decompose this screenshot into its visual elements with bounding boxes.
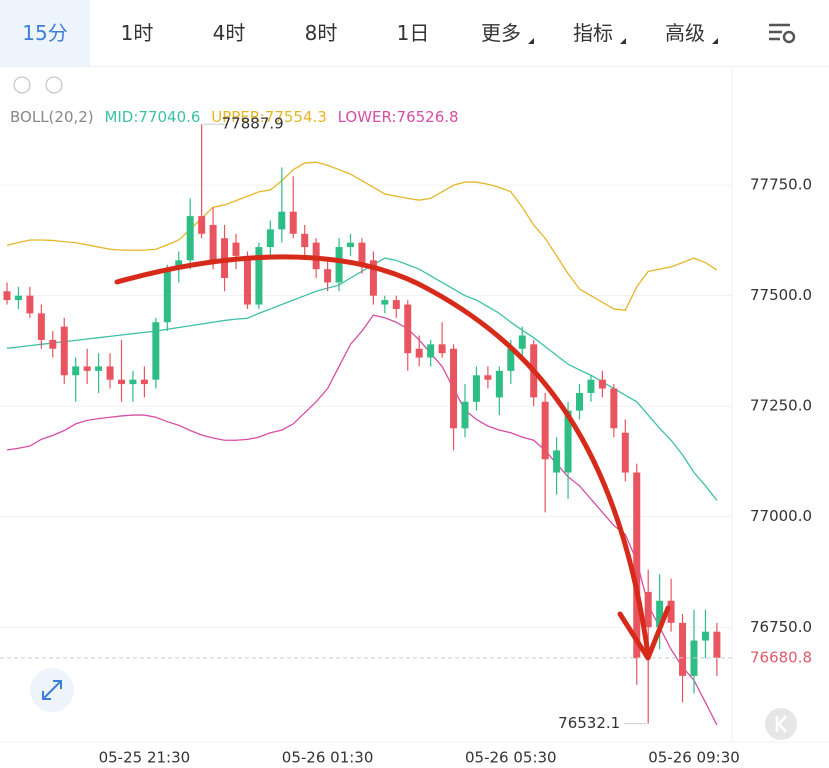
candle-body bbox=[198, 216, 206, 234]
candle-body bbox=[347, 242, 354, 248]
last-price-label: 76680.8 bbox=[750, 648, 812, 666]
candle-body bbox=[175, 260, 183, 270]
tab[interactable]: 指标 bbox=[573, 21, 613, 45]
candle-body bbox=[644, 591, 652, 628]
tab[interactable]: 1时 bbox=[120, 21, 154, 45]
candle-body bbox=[83, 366, 91, 371]
y-tick-label: 77000.0 bbox=[750, 507, 812, 525]
y-tick-label: 77750.0 bbox=[750, 176, 812, 194]
dropdown-icon bbox=[620, 38, 626, 44]
settings-icon[interactable] bbox=[766, 20, 798, 48]
candle-body bbox=[163, 269, 171, 323]
kline-button[interactable] bbox=[765, 708, 797, 740]
y-tick-label: 76750.0 bbox=[750, 618, 812, 636]
candle-body bbox=[95, 366, 103, 371]
collapse-icon[interactable] bbox=[13, 76, 31, 94]
candle-body bbox=[324, 269, 332, 283]
candle-body bbox=[129, 379, 137, 385]
candle-body bbox=[3, 291, 11, 301]
candle-body bbox=[621, 432, 629, 473]
indicator-mid: MID:77040.6 bbox=[104, 108, 200, 126]
candle-body bbox=[60, 326, 68, 376]
candle-body bbox=[369, 260, 377, 296]
x-tick-label: 05-26 01:30 bbox=[282, 749, 374, 767]
candle-body bbox=[381, 300, 389, 305]
candle-body bbox=[232, 242, 240, 256]
candle-body bbox=[484, 375, 492, 380]
candle-body bbox=[461, 401, 469, 429]
candle-body bbox=[392, 300, 400, 309]
x-tick-label: 05-25 21:30 bbox=[99, 749, 191, 767]
candle-body bbox=[358, 242, 366, 265]
tab[interactable]: 8时 bbox=[304, 21, 338, 45]
settings-icon[interactable] bbox=[45, 76, 63, 94]
candle-body bbox=[278, 211, 286, 230]
trend-arrowhead bbox=[617, 605, 671, 661]
candle-body bbox=[243, 255, 251, 305]
candle-body bbox=[472, 375, 480, 402]
candle-body bbox=[679, 622, 687, 676]
tab[interactable]: 15分 bbox=[0, 0, 90, 66]
toolbar: 15分 1时 4时 8时 1日 更多 指标 高级 bbox=[0, 0, 829, 67]
candle-body bbox=[667, 600, 675, 623]
candle-body bbox=[427, 344, 435, 358]
candle-body bbox=[713, 631, 721, 658]
candle-body bbox=[72, 366, 80, 376]
indicator-upper: UPPER:77554.3 bbox=[211, 108, 327, 126]
candle-body bbox=[495, 370, 503, 398]
x-tick-label: 05-26 09:30 bbox=[648, 749, 740, 767]
candle-body bbox=[335, 247, 343, 283]
candle-body bbox=[26, 295, 34, 314]
candle-body bbox=[576, 392, 583, 411]
tab[interactable]: 更多 bbox=[481, 21, 521, 45]
candle-body bbox=[14, 295, 22, 301]
indicator-legend: BOLL(20,2) MID:77040.6 UPPER:77554.3 LOW… bbox=[10, 108, 459, 126]
band-line bbox=[6, 161, 718, 311]
candle-body bbox=[553, 450, 561, 473]
candle-body bbox=[209, 224, 217, 261]
band-line bbox=[6, 314, 718, 726]
y-tick-label: 77500.0 bbox=[750, 286, 812, 304]
tab[interactable]: 4时 bbox=[212, 21, 246, 45]
dropdown-icon bbox=[528, 38, 534, 44]
min-label: 76532.1 bbox=[558, 714, 620, 732]
candle-body bbox=[541, 401, 549, 460]
tab[interactable]: 高级 bbox=[665, 21, 705, 45]
chart: BOLL(20,2) MID:77040.6 UPPER:77554.3 LOW… bbox=[0, 67, 829, 767]
candle-body bbox=[598, 379, 606, 389]
candle-body bbox=[106, 366, 114, 380]
candle-body bbox=[610, 388, 618, 429]
candle-body bbox=[450, 348, 458, 429]
candle-body bbox=[656, 600, 664, 628]
candle-body bbox=[255, 247, 263, 305]
max-label: 77887.9 bbox=[222, 115, 284, 133]
candle-body bbox=[118, 379, 125, 385]
candle-body bbox=[633, 472, 641, 659]
expand-icon bbox=[42, 680, 62, 700]
candle-body bbox=[415, 348, 423, 358]
candle-body bbox=[37, 313, 45, 340]
indicator-name: BOLL(20,2) bbox=[10, 108, 94, 126]
candle-body bbox=[701, 631, 709, 641]
candle-body bbox=[152, 322, 160, 380]
y-tick-label: 77250.0 bbox=[750, 397, 812, 415]
candle-body bbox=[507, 348, 515, 371]
candle-body bbox=[518, 335, 526, 349]
x-tick-label: 05-26 05:30 bbox=[465, 749, 557, 767]
candle-body bbox=[564, 410, 572, 473]
candle-body bbox=[301, 233, 309, 248]
candle-body bbox=[289, 211, 297, 234]
trend-arrow bbox=[114, 254, 651, 658]
dropdown-icon bbox=[712, 38, 718, 44]
candle-body bbox=[587, 379, 595, 393]
candle-body bbox=[140, 379, 148, 385]
candle-body bbox=[49, 339, 57, 349]
candle-body bbox=[438, 344, 446, 354]
candle-body bbox=[404, 304, 412, 354]
kline-icon bbox=[775, 715, 787, 733]
candle-body bbox=[186, 216, 194, 261]
indicator-lower: LOWER:76526.8 bbox=[338, 108, 459, 126]
candle-body bbox=[266, 229, 274, 248]
tab[interactable]: 1日 bbox=[396, 21, 430, 45]
